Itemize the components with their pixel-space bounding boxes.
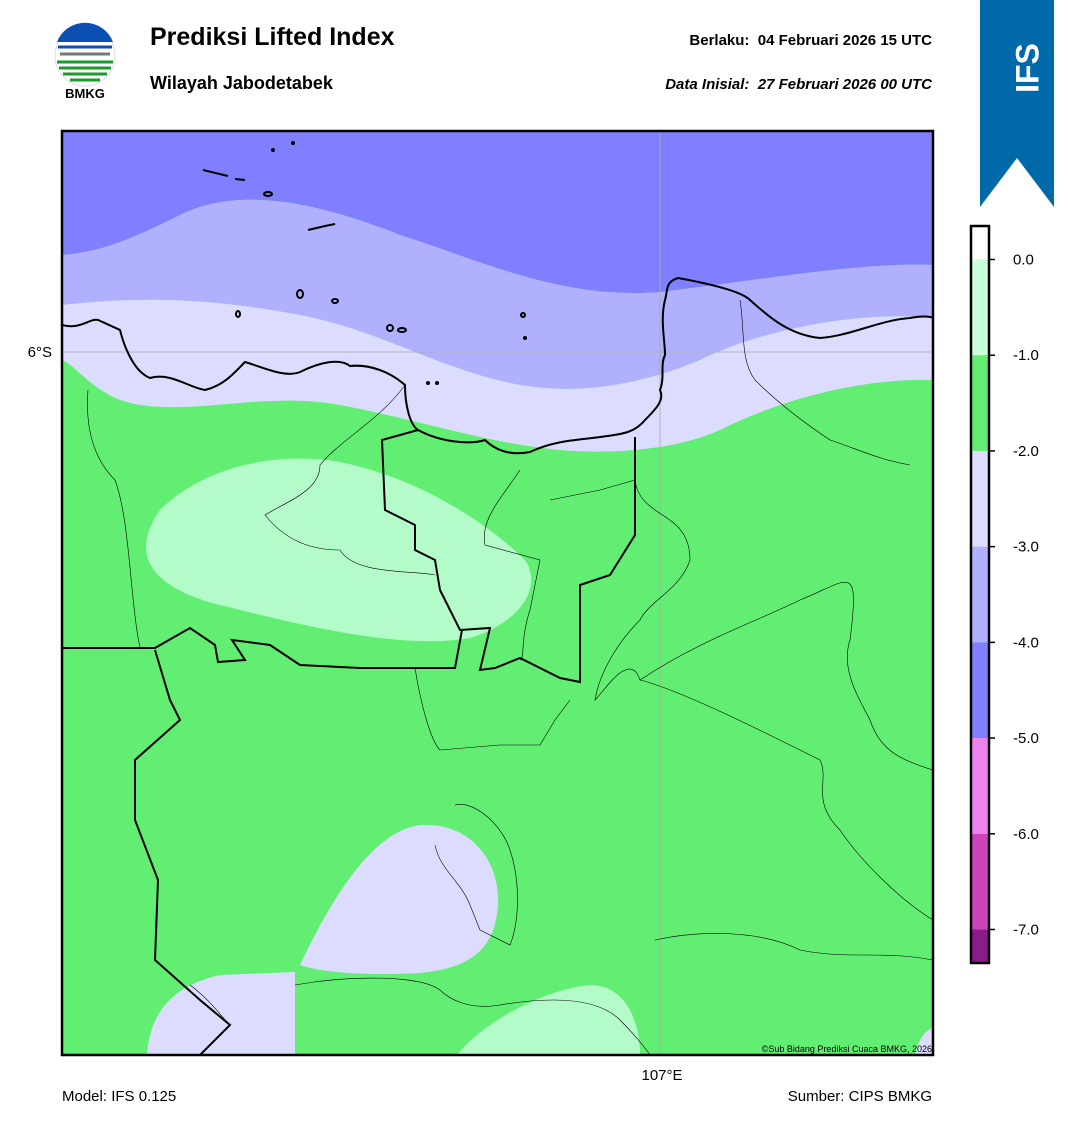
subtitle: Wilayah Jabodetabek xyxy=(150,73,334,93)
colorbar-tick-label: 0.0 xyxy=(1013,252,1034,269)
colorbar-tick-label: -3.0 xyxy=(1013,539,1039,556)
colorbar-segment xyxy=(971,929,989,963)
colorbar-frame xyxy=(969,224,991,965)
source: Sumber: CIPS BMKG xyxy=(788,1088,932,1105)
init-time: Data Inisial: 27 Februari 2026 00 UTC xyxy=(665,76,933,93)
colorbar-segment xyxy=(971,738,989,834)
colorbar: 0.0 -1.0 -2.0 -3.0 -4.0 -5.0 -6.0 -7.0 xyxy=(969,224,1039,965)
lat-label: 6°S xyxy=(28,344,52,361)
title: Prediksi Lifted Index xyxy=(150,23,395,51)
badge xyxy=(980,0,1054,207)
copyright: ©Sub Bidang Prediksi Cuaca BMKG, 2026 xyxy=(762,1044,932,1054)
colorbar-segment xyxy=(971,226,989,260)
colorbar-segment xyxy=(971,259,989,356)
lon-label: 107°E xyxy=(641,1067,682,1084)
colorbar-tick-label: -2.0 xyxy=(1013,443,1039,460)
badge-text: IFS xyxy=(1009,43,1045,93)
colorbar-tick-label: -6.0 xyxy=(1013,826,1039,843)
logo-text: BMKG xyxy=(65,86,105,101)
colorbar-segment xyxy=(971,642,989,739)
colorbar-tick-label: -7.0 xyxy=(1013,922,1039,939)
colorbar-segment xyxy=(971,355,989,451)
colorbar-segment xyxy=(971,546,989,643)
map-frame xyxy=(60,129,935,1057)
colorbar-tick-label: -5.0 xyxy=(1013,730,1039,747)
map xyxy=(62,131,933,1055)
valid-time: Berlaku: 04 Februari 2026 15 UTC xyxy=(689,32,932,49)
model: Model: IFS 0.125 xyxy=(62,1088,176,1105)
colorbar-tick-label: -1.0 xyxy=(1013,347,1039,364)
colorbar-segment xyxy=(971,833,989,930)
colorbar-segment xyxy=(971,450,989,547)
coastline xyxy=(62,276,933,455)
colorbar-tick-label: -4.0 xyxy=(1013,634,1039,651)
logo: BMKG xyxy=(54,22,116,101)
